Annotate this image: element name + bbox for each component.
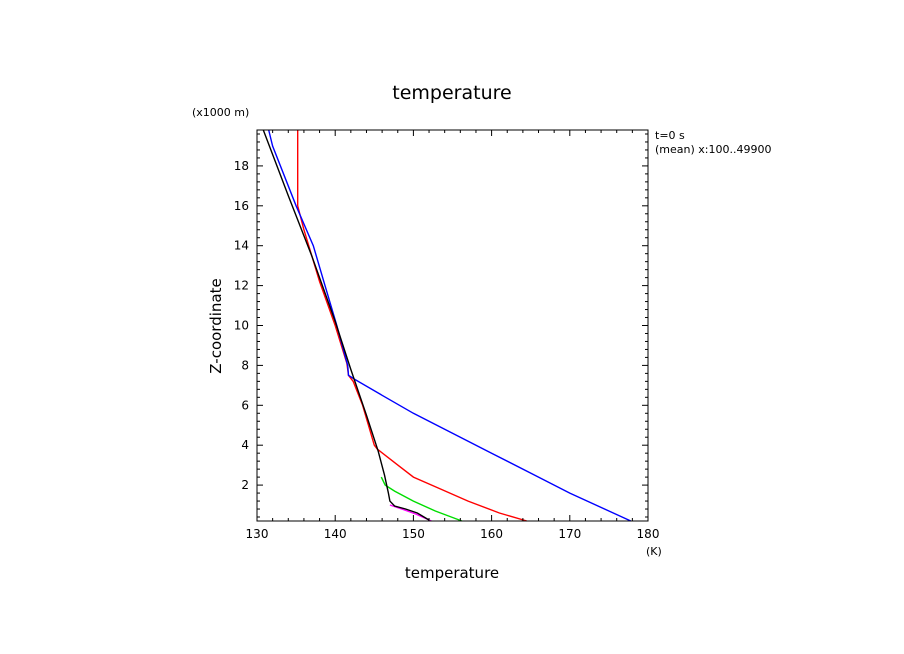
y-tick-label: 8 — [241, 358, 249, 372]
x-tick-label: 150 — [402, 527, 425, 541]
chart-title: temperature — [392, 82, 511, 104]
series-line-green — [380, 476, 463, 522]
y-unit-label: (x1000 m) — [192, 106, 249, 119]
y-tick-label: 2 — [241, 478, 249, 492]
y-tick-label: 10 — [234, 319, 249, 333]
annotation-mean: (mean) x:100..49900 — [655, 143, 771, 156]
series-line-red-upper — [297, 130, 527, 522]
y-tick-label: 6 — [241, 398, 249, 412]
x-tick-label: 140 — [324, 527, 347, 541]
tick-label-group: 130 140 150 160 170 180 2 4 6 8 10 12 14 16 18 — [234, 159, 660, 541]
x-tick-label: 180 — [637, 527, 660, 541]
tick-group — [256, 130, 649, 521]
y-tick-label: 14 — [234, 239, 249, 253]
y-tick-label: 16 — [234, 199, 249, 213]
plot-frame — [256, 129, 649, 522]
x-tick-label: 130 — [246, 527, 269, 541]
y-tick-label: 18 — [234, 159, 249, 173]
annotation-time: t=0 s — [655, 129, 685, 142]
x-axis-label: temperature — [405, 564, 499, 582]
series-line-magenta — [389, 504, 432, 522]
y-tick-label: 4 — [241, 438, 249, 452]
series-line-blue — [268, 129, 632, 522]
x-tick-label: 160 — [480, 527, 503, 541]
x-unit-label: (K) — [646, 545, 662, 558]
series-group — [262, 129, 632, 522]
y-tick-label: 12 — [234, 279, 249, 293]
y-axis-label: Z-coordinate — [207, 278, 225, 373]
x-tick-label: 170 — [558, 527, 581, 541]
series-line-black — [262, 129, 430, 521]
